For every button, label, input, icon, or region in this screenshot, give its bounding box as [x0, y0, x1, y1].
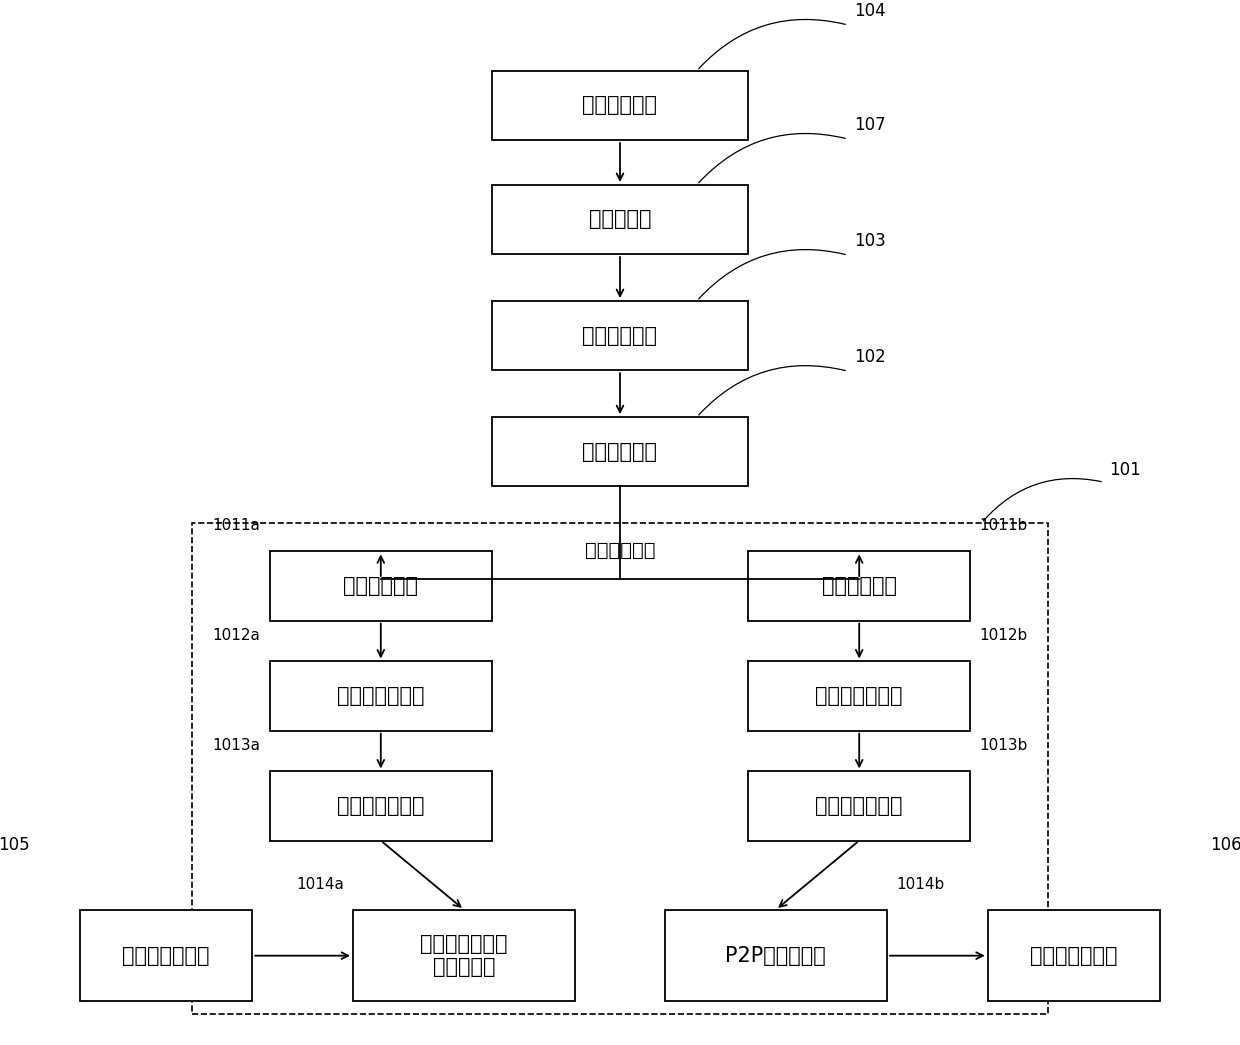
Text: P2P信号接收器: P2P信号接收器 — [725, 946, 826, 966]
Text: 电位移转模块: 电位移转模块 — [583, 442, 657, 462]
Text: 107: 107 — [853, 116, 885, 134]
FancyBboxPatch shape — [492, 417, 748, 486]
Text: 第一线锁存器: 第一线锁存器 — [343, 576, 418, 596]
FancyBboxPatch shape — [988, 910, 1161, 1001]
Text: 第一数据存储器: 第一数据存储器 — [337, 796, 424, 816]
Text: 第一移位寄存器: 第一移位寄存器 — [337, 686, 424, 706]
FancyBboxPatch shape — [748, 552, 971, 621]
FancyBboxPatch shape — [269, 661, 492, 730]
Text: 第二时序控制器: 第二时序控制器 — [1030, 946, 1117, 966]
FancyBboxPatch shape — [269, 552, 492, 621]
FancyBboxPatch shape — [79, 910, 252, 1001]
Text: 缓存放大器: 缓存放大器 — [589, 209, 651, 230]
FancyBboxPatch shape — [492, 185, 748, 254]
FancyBboxPatch shape — [269, 771, 492, 840]
Text: 数据接收模块: 数据接收模块 — [585, 541, 655, 560]
Text: 106: 106 — [1210, 836, 1240, 854]
Text: 102: 102 — [853, 348, 885, 366]
Text: 第二移位寄存器: 第二移位寄存器 — [816, 686, 903, 706]
Text: 1012a: 1012a — [213, 628, 260, 644]
FancyBboxPatch shape — [353, 910, 575, 1001]
FancyBboxPatch shape — [665, 910, 887, 1001]
Text: 103: 103 — [853, 232, 885, 250]
Text: 1012b: 1012b — [980, 628, 1028, 644]
Text: 1011a: 1011a — [213, 518, 260, 534]
Text: 1013a: 1013a — [212, 739, 260, 753]
Text: 1014a: 1014a — [296, 877, 343, 891]
Text: 1014b: 1014b — [897, 877, 944, 891]
Text: 第二线锁存器: 第二线锁存器 — [822, 576, 897, 596]
Text: 104: 104 — [853, 2, 885, 20]
FancyBboxPatch shape — [492, 71, 748, 140]
Text: 第一时序控制器: 第一时序控制器 — [123, 946, 210, 966]
Text: 输出缓存模块: 输出缓存模块 — [583, 95, 657, 115]
Text: 1011b: 1011b — [980, 518, 1028, 534]
FancyBboxPatch shape — [492, 301, 748, 370]
Text: 第二数据存储器: 第二数据存储器 — [816, 796, 903, 816]
FancyBboxPatch shape — [748, 661, 971, 730]
Text: 105: 105 — [0, 836, 30, 854]
Text: 1013b: 1013b — [980, 739, 1028, 753]
Text: 微型低电压差动
讯号接收器: 微型低电压差动 讯号接收器 — [420, 934, 508, 977]
Text: 数模转换模块: 数模转换模块 — [583, 326, 657, 346]
FancyBboxPatch shape — [748, 771, 971, 840]
Text: 101: 101 — [1110, 461, 1141, 480]
